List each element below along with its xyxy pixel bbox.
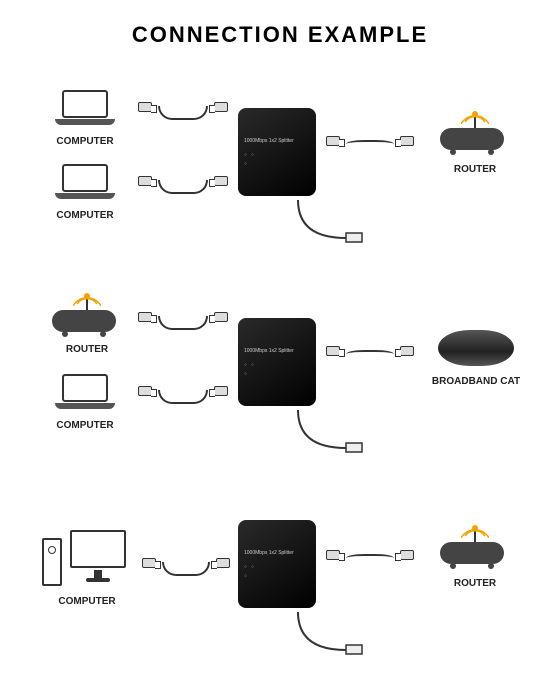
page-title: CONNECTION EXAMPLE: [0, 22, 560, 48]
ethernet-cable-icon: [138, 176, 228, 190]
device-label: COMPUTER: [38, 420, 132, 431]
ethernet-cable-icon: [326, 136, 414, 150]
usb-cable-icon: [296, 408, 366, 458]
ethernet-cable-icon: [142, 558, 230, 572]
device-label: COMPUTER: [40, 596, 134, 607]
device-label: ROUTER: [432, 578, 518, 589]
router-icon: [52, 284, 122, 334]
device-label: COMPUTER: [38, 210, 132, 221]
usb-cable-icon: [296, 610, 366, 660]
splitter-label: 1000Mbps 1x2 Splitter: [244, 138, 310, 144]
example-row-1: COMPUTER COMPUTER 1000Mbps 1x2 Splitter …: [0, 80, 560, 260]
ethernet-cable-icon: [326, 550, 414, 564]
splitter-device-icon: 1000Mbps 1x2 Splitter ◦ ◦◦: [238, 318, 316, 406]
laptop-icon: [55, 90, 115, 130]
router-icon: [440, 102, 510, 152]
example-row-2: ROUTER COMPUTER 1000Mbps 1x2 Splitter ◦ …: [0, 290, 560, 470]
splitter-label: 1000Mbps 1x2 Splitter: [244, 348, 310, 354]
modem-icon: [438, 330, 514, 366]
splitter-device-icon: 1000Mbps 1x2 Splitter ◦ ◦◦: [238, 108, 316, 196]
example-row-3: COMPUTER 1000Mbps 1x2 Splitter ◦ ◦◦ ROUT…: [0, 510, 560, 690]
splitter-label: 1000Mbps 1x2 Splitter: [244, 550, 310, 556]
usb-cable-icon: [296, 198, 366, 248]
device-label: BROADBAND CAT: [416, 376, 536, 387]
splitter-device-icon: 1000Mbps 1x2 Splitter ◦ ◦◦: [238, 520, 316, 608]
laptop-icon: [55, 374, 115, 414]
ethernet-cable-icon: [138, 386, 228, 400]
router-icon: [440, 516, 510, 566]
ethernet-cable-icon: [138, 102, 228, 116]
ethernet-cable-icon: [138, 312, 228, 326]
desktop-pc-icon: [42, 530, 132, 586]
device-label: ROUTER: [44, 344, 130, 355]
ethernet-cable-icon: [326, 346, 414, 360]
laptop-icon: [55, 164, 115, 204]
device-label: COMPUTER: [38, 136, 132, 147]
device-label: ROUTER: [432, 164, 518, 175]
